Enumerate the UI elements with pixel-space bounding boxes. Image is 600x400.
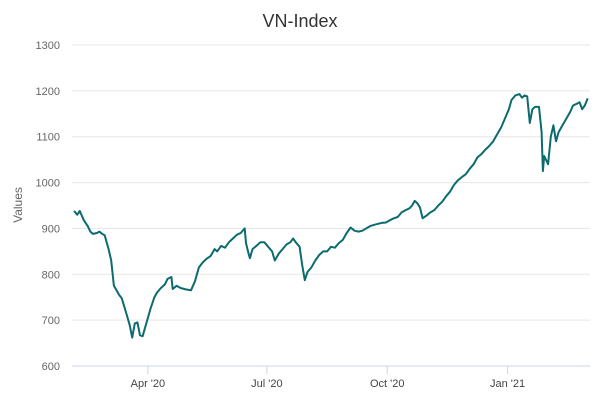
y-axis-ticks: 600 700 800 900 1000 1100 1200 1300 <box>36 40 60 373</box>
x-tick-label: Jul '20 <box>251 378 282 390</box>
chart-title: VN-Index <box>262 11 337 31</box>
y-tick-label: 700 <box>42 315 60 327</box>
x-axis-ticks: Apr '20 Jul '20 Oct '20 Jan '21 <box>131 366 525 390</box>
y-axis-label: Values <box>11 187 25 223</box>
series-group <box>73 93 589 339</box>
x-tick-label: Apr '20 <box>131 378 166 390</box>
y-tick-label: 1000 <box>36 178 60 190</box>
y-tick-label: 900 <box>42 223 60 235</box>
gridlines <box>72 44 590 321</box>
y-tick-label: 1100 <box>36 132 60 144</box>
y-tick-label: 800 <box>42 269 60 281</box>
y-tick-label: 600 <box>42 361 60 373</box>
x-tick-label: Jan '21 <box>490 378 525 390</box>
y-tick-label: 1300 <box>36 40 60 52</box>
series-line <box>73 93 589 339</box>
x-tick-label: Oct '20 <box>370 378 405 390</box>
y-tick-label: 1200 <box>36 86 60 98</box>
